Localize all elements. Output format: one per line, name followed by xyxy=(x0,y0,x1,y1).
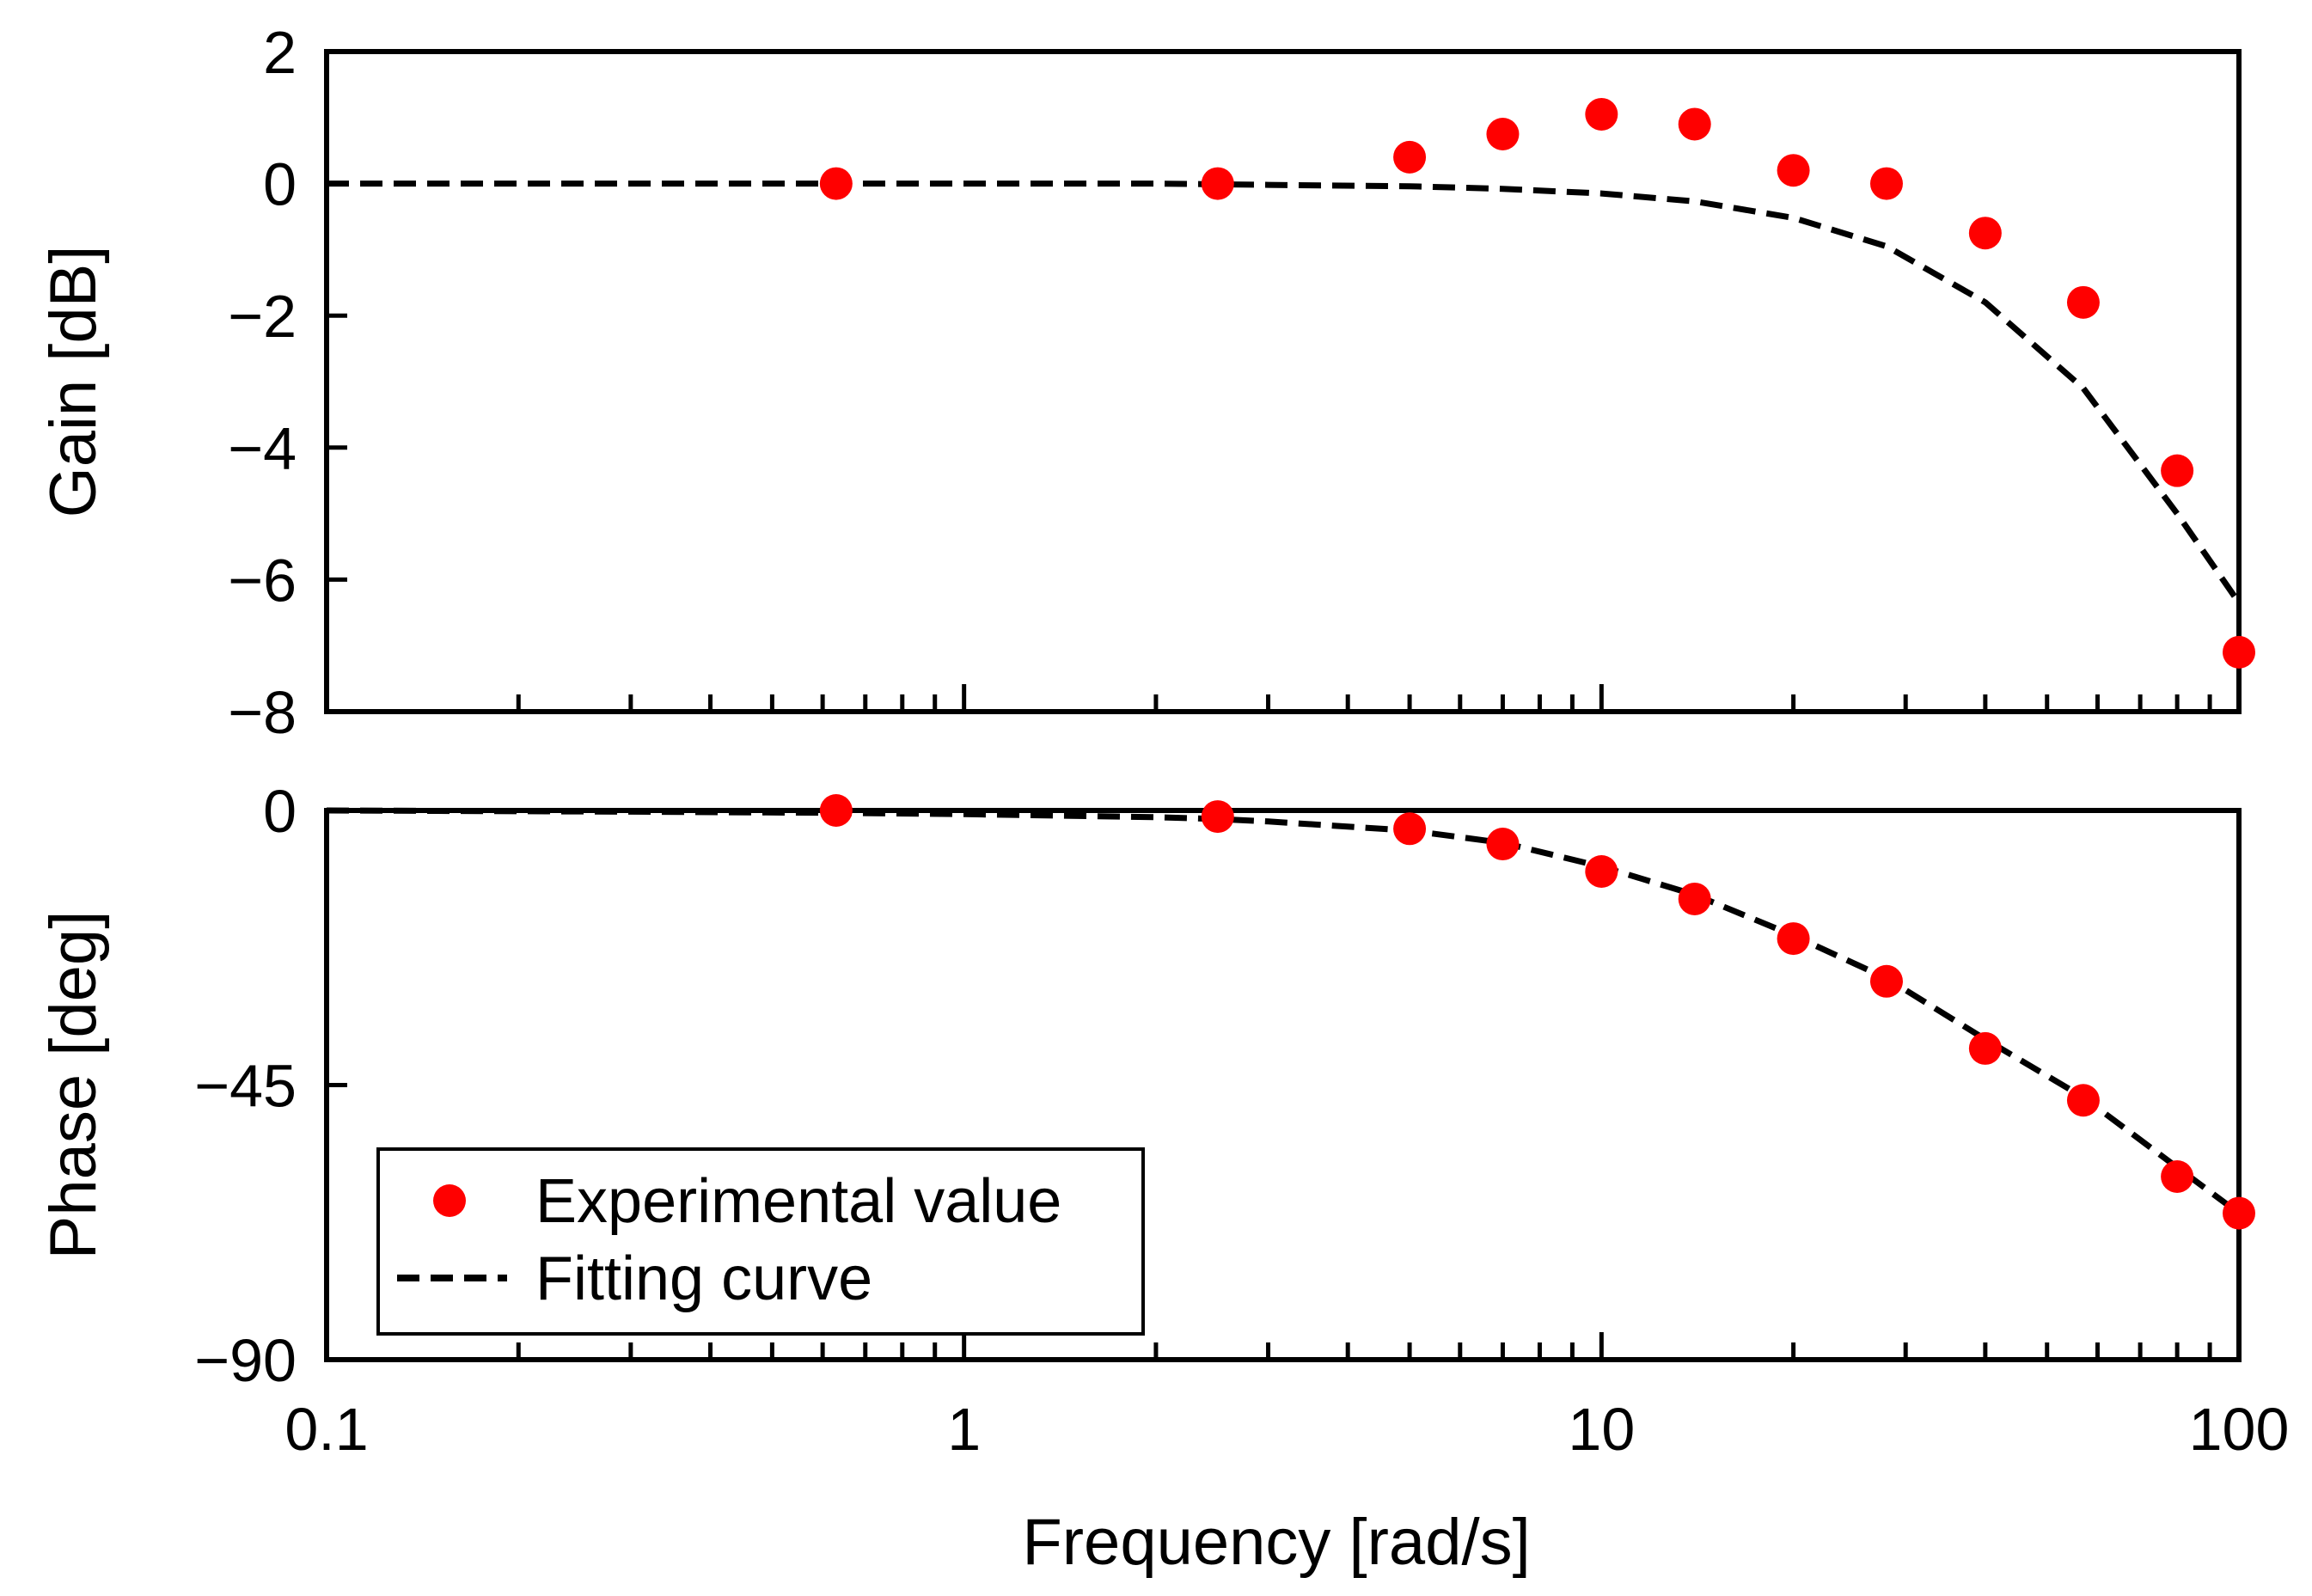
experimental-point-gain xyxy=(1201,167,1234,200)
experimental-point-phase xyxy=(1869,964,1903,998)
experimental-point-gain xyxy=(2066,285,2100,319)
y-tick-label-gain: 0 xyxy=(263,151,297,218)
experimental-point-gain xyxy=(1585,97,1618,131)
experimental-point-gain xyxy=(1486,118,1520,150)
legend-box xyxy=(376,1147,1145,1336)
experimental-point-phase xyxy=(2161,1160,2194,1193)
experimental-point-gain xyxy=(819,167,853,200)
y-tick-label-phase: −90 xyxy=(194,1327,297,1394)
experimental-point-gain xyxy=(2223,635,2255,669)
experimental-point-gain xyxy=(1968,217,2002,250)
x-axis-title: Frequency [rad/s] xyxy=(1022,1506,1530,1579)
y-tick-label-phase: 0 xyxy=(263,778,297,845)
experimental-point-gain xyxy=(1678,107,1711,141)
phase-panel: 0 −45 −900.1 1 10 100 Phase [deg] xyxy=(37,778,2289,1463)
plot-frame-gain xyxy=(324,49,2242,714)
experimental-point-phase xyxy=(819,794,853,827)
experimental-point-phase xyxy=(1777,922,1810,956)
experimental-point-phase xyxy=(1486,828,1520,861)
experimental-point-gain xyxy=(1869,167,1903,200)
experimental-point-phase xyxy=(1968,1031,2002,1065)
x-tick-label: 0.1 xyxy=(284,1396,368,1463)
y-axis-title-phase: Phase [deg] xyxy=(37,911,110,1260)
x-tick-label: 1 xyxy=(947,1396,981,1463)
x-tick-label: 10 xyxy=(1568,1396,1635,1463)
experimental-point-phase xyxy=(2066,1084,2100,1117)
gain-panel: 2 0 −2 −4 −6 −8 Gain [dB] xyxy=(37,19,2255,746)
legend-marker-experimental xyxy=(433,1184,466,1217)
experimental-point-gain xyxy=(2161,454,2194,487)
experimental-point-phase xyxy=(2223,1196,2255,1230)
y-tick-label-gain: 2 xyxy=(263,19,297,86)
y-tick-label-gain: −2 xyxy=(228,283,297,350)
y-tick-label-gain: −6 xyxy=(228,547,297,614)
fitting-curve-gain xyxy=(327,180,2242,605)
legend-label-fitting: Fitting curve xyxy=(535,1244,872,1313)
legend: Experimental value Fitting curve xyxy=(376,1147,1145,1336)
y-tick-label-phase: −45 xyxy=(194,1053,297,1120)
y-axis-title-gain: Gain [dB] xyxy=(37,246,110,518)
experimental-point-gain xyxy=(1393,140,1427,174)
experimental-point-gain xyxy=(1777,154,1810,187)
y-tick-label-gain: −4 xyxy=(228,415,297,482)
legend-label-experimental: Experimental value xyxy=(535,1167,1061,1236)
experimental-point-phase xyxy=(1201,800,1234,834)
experimental-point-phase xyxy=(1393,812,1427,846)
y-tick-label-gain: −8 xyxy=(228,679,297,746)
x-tick-label: 100 xyxy=(2189,1396,2290,1463)
experimental-point-phase xyxy=(1585,855,1618,888)
experimental-point-phase xyxy=(1678,882,1711,915)
